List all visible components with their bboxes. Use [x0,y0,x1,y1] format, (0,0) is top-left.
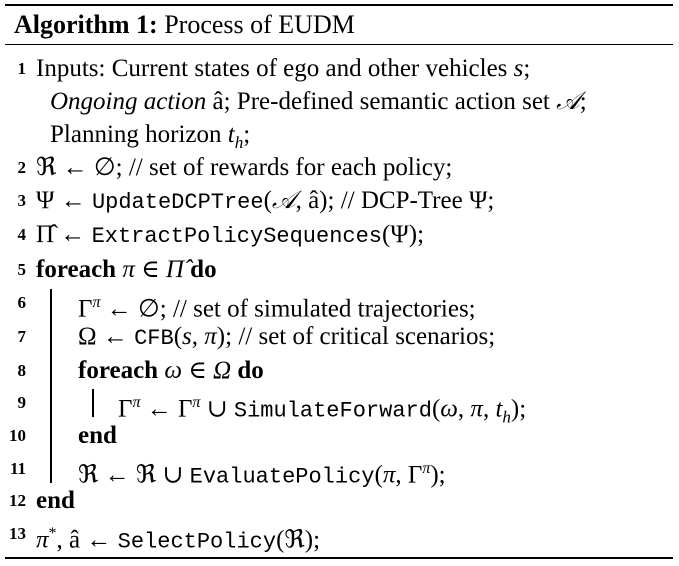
line-text: end [78,422,117,449]
line-12: 12 end [0,484,679,518]
line-text: ℜ ← ℜ ∪ EvaluatePolicy(π, Γπ); [78,460,446,490]
line-9: 9 Γπ ← Γπ ∪ SimulateForward(ω, π, th); [0,386,679,426]
line-11: 11 ℜ ← ℜ ∪ EvaluatePolicy(π, Γπ); [0,452,679,489]
line-number: 6 [17,293,27,312]
line-1: 1 Inputs: Current states of ego and othe… [0,52,679,86]
line-number: 12 [9,491,26,510]
line-number: 11 [9,459,26,478]
line-8: 8 foreach ω ∈ Ω do [0,354,679,388]
line-number: 5 [17,260,27,279]
line-text: Π̂ ← ExtractPolicySequences(Ψ); [36,221,425,249]
line-2: 2 ℜ ← ∅; // set of rewards for each poli… [0,151,679,185]
line-number: 9 [17,393,27,412]
line-number: 7 [17,327,27,346]
line-text: ℜ ← ∅; // set of rewards for each policy… [36,154,453,181]
line-number: 2 [17,158,27,177]
line-text: Ω ← CFB(s, π); // set of critical scenar… [78,323,496,351]
algorithm-name: Process of EUDM [164,10,355,39]
bottom-rule [5,557,673,559]
line-text: Inputs: Current states of ego and other … [36,55,531,82]
line-5: 5 foreach π ∈ Π̂ do [0,253,679,287]
line-number: 1 [17,59,27,78]
line-text: end [36,487,75,514]
line-text: foreach ω ∈ Ω do [78,357,264,384]
line-3: 3 Ψ ← UpdateDCPTree(𝒜, â); // DCP-Tree Ψ… [0,184,679,218]
algorithm-label: Algorithm 1: [14,10,158,39]
line-number: 4 [17,225,27,244]
line-1-cont-a: Ongoing action â; Pre-defined semantic a… [0,85,679,119]
line-number: 3 [17,191,27,210]
line-text: foreach π ∈ Π̂ do [36,256,217,283]
line-text: Ψ ← UpdateDCPTree(𝒜, â); // DCP-Tree Ψ; [36,187,495,215]
line-text: Planning horizon th; [50,121,251,152]
line-6: 6 Γπ ← ∅; // set of simulated trajectori… [0,286,679,322]
line-text: Γπ ← ∅; // set of simulated trajectories… [78,294,476,323]
algorithm-title: Algorithm 1: Process of EUDM [14,9,355,41]
line-4: 4 Π̂ ← ExtractPolicySequences(Ψ); [0,218,679,252]
foreach-outer-bar [50,289,52,483]
line-text: π*, â ← SelectPolicy(ℜ); [36,525,321,555]
line-number: 8 [17,361,27,380]
line-text: Γπ ← Γπ ∪ SimulateForward(ω, π, th); [118,394,527,427]
line-text: Ongoing action â; Pre-defined semantic a… [50,88,587,115]
line-7: 7 Ω ← CFB(s, π); // set of critical scen… [0,320,679,354]
line-number: 13 [9,524,26,543]
line-10: 10 end [0,419,679,453]
header-rule [5,44,673,45]
foreach-inner-bar [92,389,94,417]
line-1-cont-b: Planning horizon th; [0,118,679,152]
top-rule [5,4,673,6]
line-13: 13 π*, â ← SelectPolicy(ℜ); [0,517,679,554]
line-number: 10 [9,426,26,445]
